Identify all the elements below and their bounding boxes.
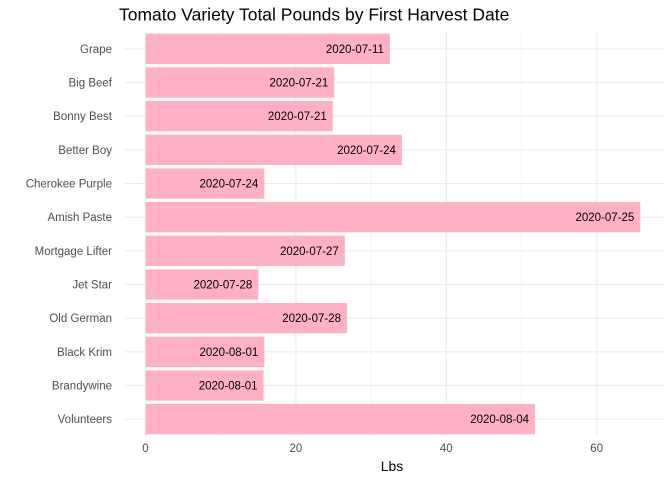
bar xyxy=(145,33,390,64)
bar-data-label: 2020-07-24 xyxy=(337,145,396,157)
bar xyxy=(145,202,641,233)
bar xyxy=(145,303,348,334)
bar xyxy=(145,67,335,98)
bar xyxy=(145,101,333,132)
y-tick-label: Jet Star xyxy=(72,280,112,292)
x-tick-label: 40 xyxy=(440,443,453,455)
y-tick-label: Volunteers xyxy=(58,414,113,426)
y-tick-label: Old German xyxy=(49,313,112,325)
bar-labels: 2020-07-11 2020-07-21 2020-07-21 2020-07-24… xyxy=(193,44,634,426)
y-tick-label: Cherokee Purple xyxy=(26,179,112,191)
x-tick-label: 60 xyxy=(590,443,603,455)
bar xyxy=(145,269,259,300)
bar-data-label: 2020-08-04 xyxy=(470,414,529,426)
y-tick-label: Amish Paste xyxy=(47,212,112,224)
y-tick-label: Bonny Best xyxy=(53,111,113,123)
y-axis-tick-labels: Grape Big Beef Bonny Best Better Boy Cheroke… xyxy=(26,44,113,426)
y-tick-label: Grape xyxy=(80,44,112,56)
bar-data-label: 2020-07-21 xyxy=(269,78,328,90)
y-tick-label: Brandywine xyxy=(52,381,112,393)
x-axis-tick-labels: 0 20 40 60 xyxy=(142,443,603,455)
bar-data-label: 2020-08-01 xyxy=(199,381,258,393)
bar-data-label: 2020-07-25 xyxy=(575,212,634,224)
y-tick-label: Better Boy xyxy=(58,145,112,157)
bar-data-label: 2020-07-21 xyxy=(268,111,327,123)
bar-data-label: 2020-07-24 xyxy=(199,179,258,191)
bar xyxy=(145,336,265,367)
x-axis-title: Lbs xyxy=(381,458,404,474)
bar-data-label: 2020-07-28 xyxy=(193,280,252,292)
bar xyxy=(145,168,265,199)
bar-data-label: 2020-07-28 xyxy=(282,313,341,325)
y-tick-label: Black Krim xyxy=(57,347,112,359)
bar-data-label: 2020-07-11 xyxy=(326,44,384,56)
bars xyxy=(145,33,641,435)
x-tick-label: 20 xyxy=(290,443,303,455)
bar xyxy=(145,134,402,165)
bar-data-label: 2020-08-01 xyxy=(199,347,258,359)
x-tick-label: 0 xyxy=(142,443,148,455)
bar xyxy=(145,370,264,401)
chart-title: Tomato Variety Total Pounds by First Har… xyxy=(119,5,509,25)
y-tick-label: Mortgage Lifter xyxy=(35,246,113,258)
bar xyxy=(145,235,345,266)
y-tick-label: Big Beef xyxy=(69,78,113,90)
bar-data-label: 2020-07-27 xyxy=(280,246,339,258)
bar xyxy=(145,404,536,435)
